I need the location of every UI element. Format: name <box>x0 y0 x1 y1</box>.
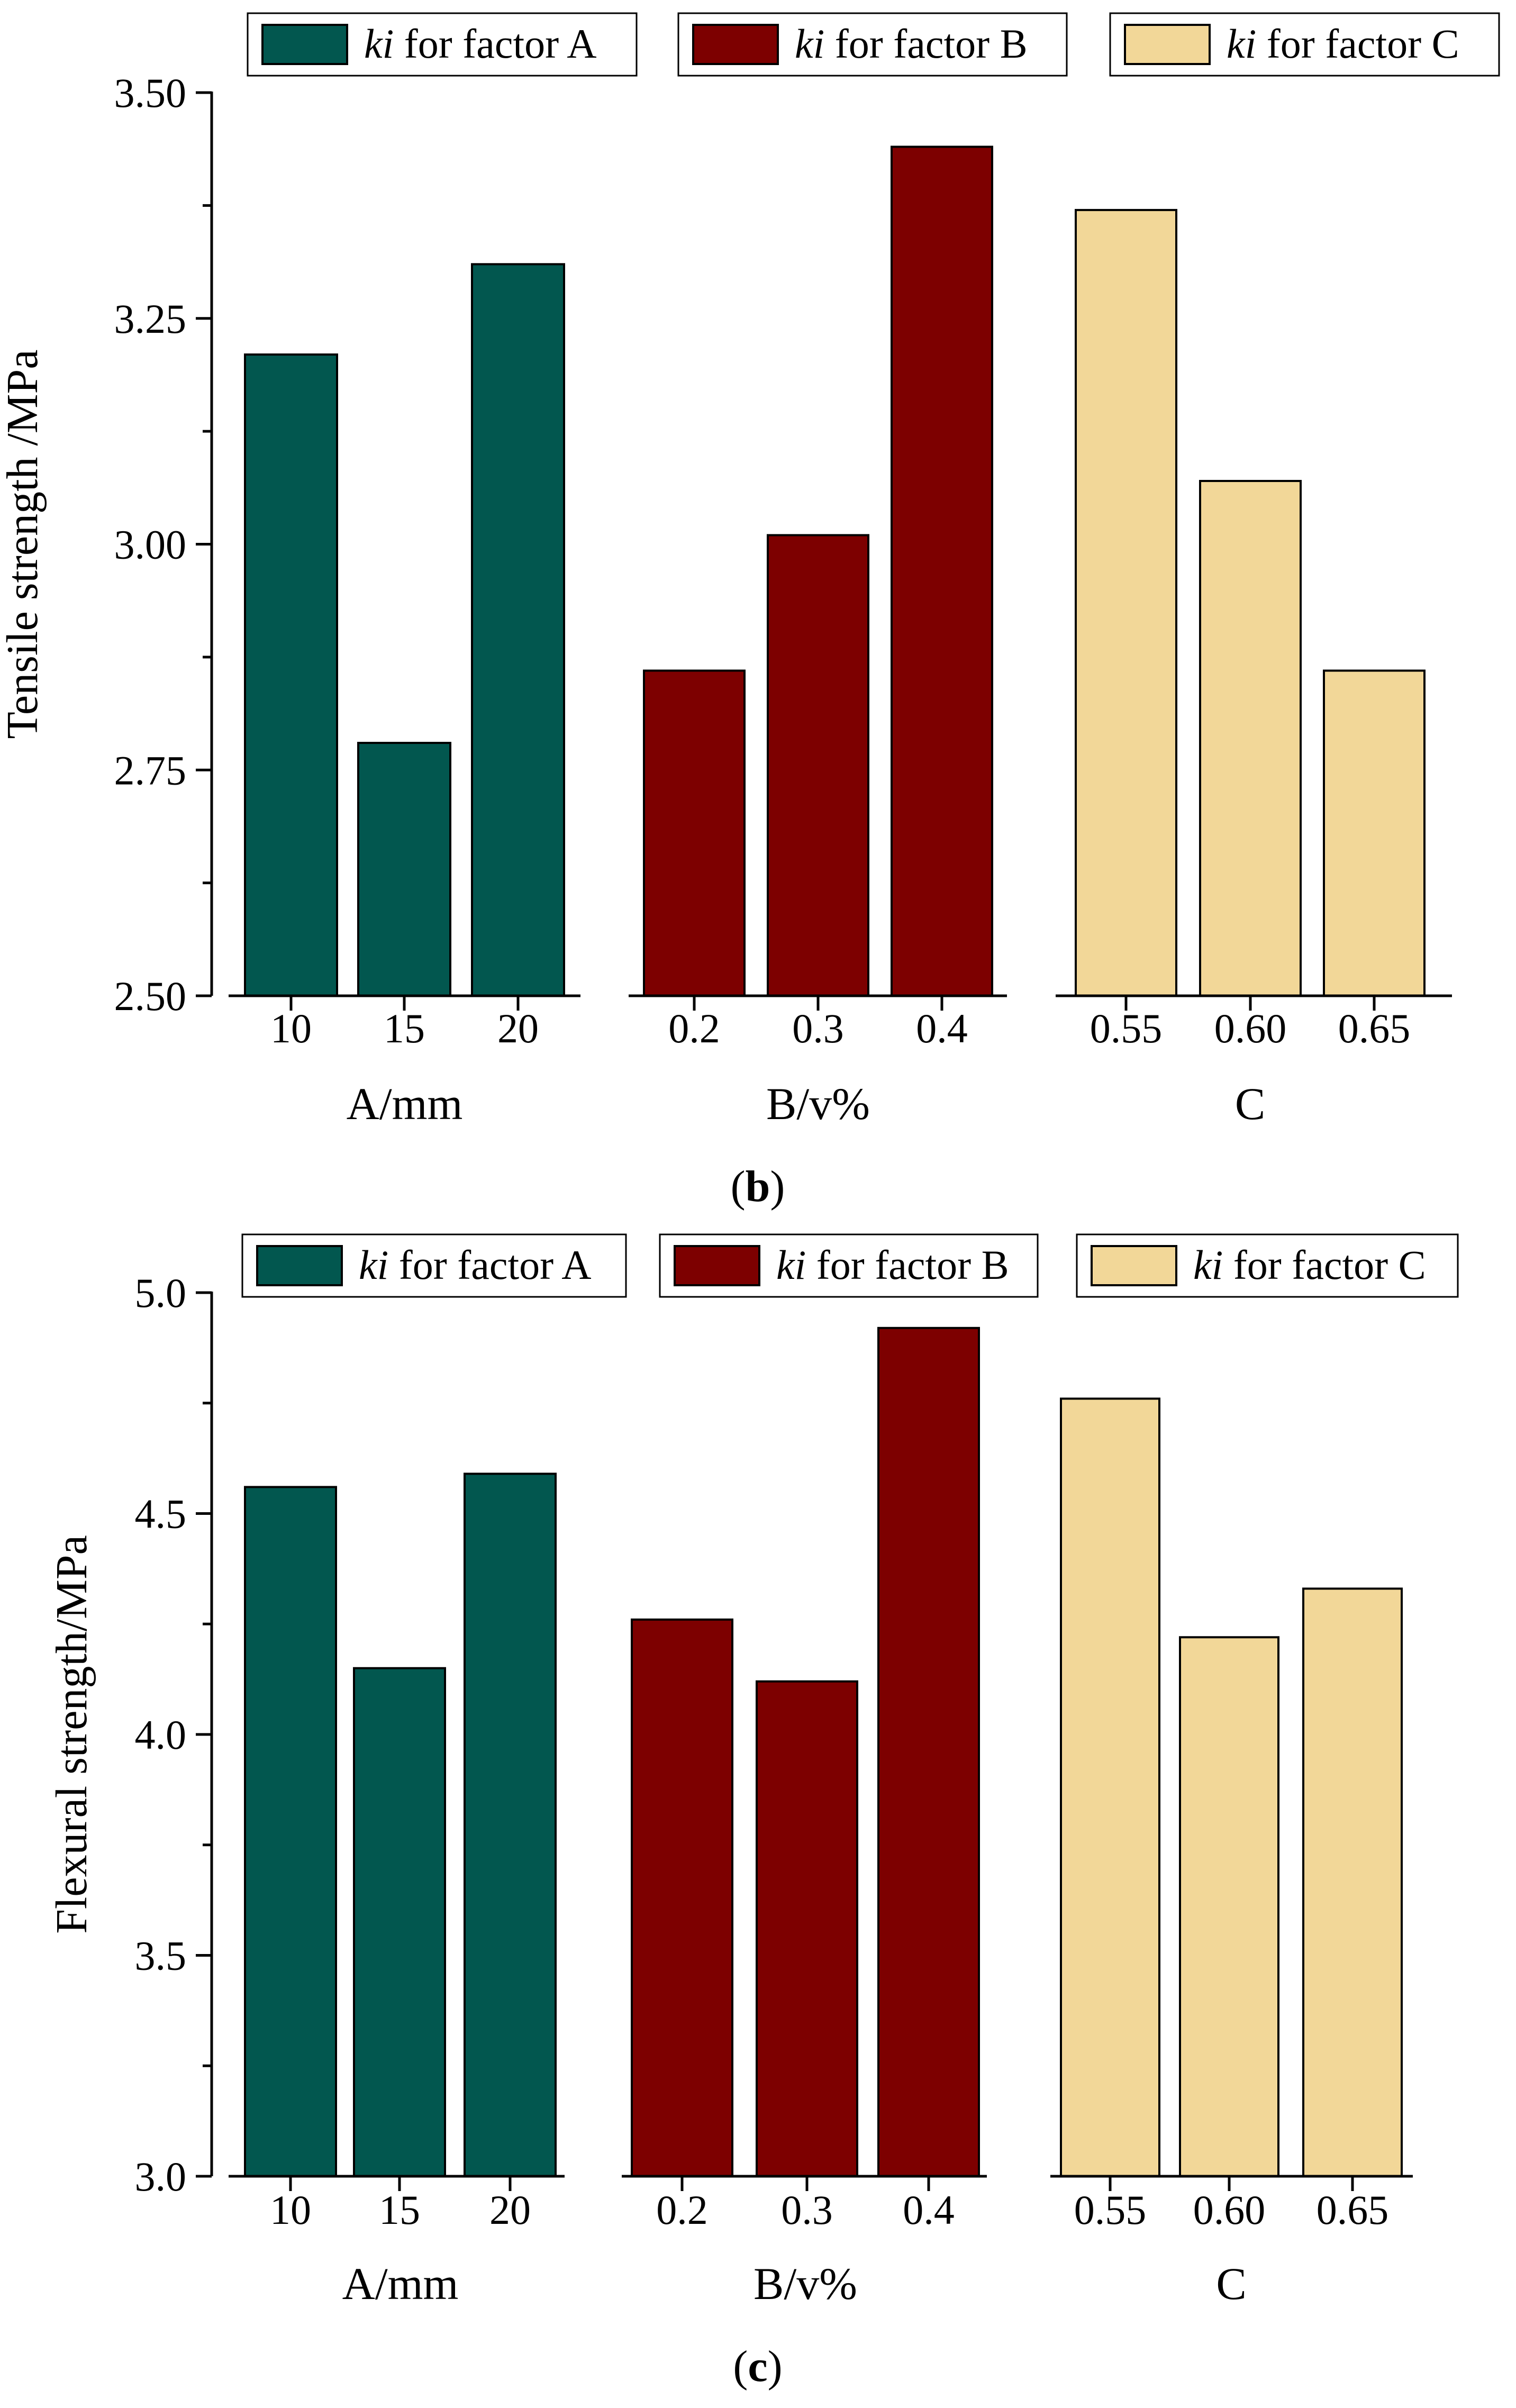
x-tick-label: 15 <box>384 1005 425 1051</box>
legend: ki for factor B <box>677 12 1068 77</box>
x-tick-label: 10 <box>270 1005 312 1051</box>
legend-label-italic: ki <box>795 21 824 67</box>
y-axis-label: Tensile strength /MPa <box>0 349 47 739</box>
bar <box>1302 1587 1403 2177</box>
x-tick-label: 0.2 <box>668 1005 720 1051</box>
panel-c: 3.0 3.5 4.0 4.5 5.0 Flexural strength/MPa 10 15… <box>47 1233 1459 2391</box>
x-tick-label: 0.3 <box>792 1005 844 1051</box>
bar <box>1199 480 1302 997</box>
legend-label: ki for factor C <box>1193 1242 1426 1288</box>
x-axis-label: B/v% <box>766 1078 870 1129</box>
legend-label: ki for factor B <box>795 21 1028 67</box>
legend-label-italic: ki <box>1227 21 1256 67</box>
panel-label: (b) <box>731 1162 785 1211</box>
bar <box>244 1486 337 2177</box>
y-tick-label: 3.25 <box>114 296 187 342</box>
bar <box>891 146 993 997</box>
y-tick-label: 3.00 <box>114 522 187 568</box>
factor-group: 10 15 20 A/mm ki for factor A <box>229 12 638 1129</box>
factor-group: 0.55 0.60 0.65 Cki for factor C <box>1056 12 1500 1129</box>
bar <box>767 534 869 997</box>
x-tick-label: 0.55 <box>1090 1005 1163 1051</box>
bar <box>1179 1636 1279 2178</box>
x-axis-label: C <box>1216 2258 1246 2309</box>
legend-label-rest: for factor B <box>806 1242 1009 1288</box>
x-axis-label: C <box>1235 1078 1265 1129</box>
y-tick-label: 5.0 <box>135 1270 187 1316</box>
bar <box>1075 208 1177 997</box>
factor-group: 0.2 0.3 0.4 B/v% ki for factor B <box>629 12 1068 1129</box>
y-tick-label: 4.0 <box>135 1712 187 1758</box>
x-axis-label: A/mm <box>347 1078 463 1129</box>
x-tick-label: 0.55 <box>1074 2187 1147 2233</box>
x-tick-label: 0.4 <box>916 1005 968 1051</box>
y-tick-label: 2.50 <box>114 973 187 1019</box>
legend: ki for factor A <box>241 1233 627 1298</box>
legend-label: ki for factor B <box>776 1242 1009 1288</box>
bar <box>631 1618 733 2177</box>
x-axis-label: B/v% <box>754 2258 857 2309</box>
legend: ki for factor A <box>247 12 638 77</box>
legend-label: ki for factor A <box>364 21 597 67</box>
bar <box>1060 1397 1160 2177</box>
x-tick-label: 0.3 <box>781 2187 833 2233</box>
y-axis-label: Flexural strength/MPa <box>47 1535 96 1934</box>
legend-swatch <box>1091 1245 1177 1286</box>
bar <box>643 669 746 997</box>
y-tick-label: 3.0 <box>135 2153 187 2200</box>
panel-label: (c) <box>733 2342 782 2391</box>
bar <box>471 263 565 997</box>
bar <box>357 742 451 997</box>
x-tick-label: 0.65 <box>1317 2187 1389 2233</box>
legend-label-rest: for factor B <box>824 21 1027 67</box>
legend-label-italic: ki <box>776 1242 806 1288</box>
legend: ki for factor C <box>1076 1233 1459 1298</box>
bar <box>756 1680 858 2178</box>
bar <box>464 1473 557 2178</box>
legend: ki for factor C <box>1109 12 1500 77</box>
legend-label: ki for factor C <box>1227 21 1459 67</box>
x-axis-label: A/mm <box>342 2258 459 2309</box>
x-tick-label: 15 <box>379 2187 420 2233</box>
legend-label-rest: for factor C <box>1223 1242 1426 1288</box>
legend-label-italic: ki <box>359 1242 388 1288</box>
legend-swatch <box>261 24 348 65</box>
x-tick-label: 0.60 <box>1193 2187 1266 2233</box>
y-tick-label: 4.5 <box>135 1491 187 1537</box>
legend-swatch <box>256 1245 343 1286</box>
panel-b: 2.50 2.75 3.00 3.25 3.50 Tensile strength /MP… <box>0 12 1500 1211</box>
x-tick-label: 0.65 <box>1338 1005 1411 1051</box>
x-tick-label: 0.2 <box>656 2187 708 2233</box>
y-tick-label: 3.50 <box>114 70 187 116</box>
legend-label-rest: for factor C <box>1256 21 1459 67</box>
bar <box>353 1667 446 2177</box>
y-tick-label: 2.75 <box>114 747 187 793</box>
legend-swatch <box>674 1245 760 1286</box>
factor-group: 10 15 20 A/mm ki for factor A <box>229 1233 627 2309</box>
bar <box>1323 669 1426 997</box>
factor-group: 0.55 0.60 0.65 Cki for factor C <box>1050 1233 1459 2309</box>
legend-swatch <box>692 24 779 65</box>
bar <box>877 1326 980 2177</box>
factor-group: 0.2 0.3 0.4 B/v% ki for factor B <box>622 1233 1039 2309</box>
legend-label-italic: ki <box>1193 1242 1223 1288</box>
panel-label-letter: c <box>748 2342 767 2391</box>
legend-label: ki for factor A <box>359 1242 592 1288</box>
y-tick-label: 3.5 <box>135 1933 187 1979</box>
x-tick-label: 10 <box>270 2187 311 2233</box>
legend-label-rest: for factor A <box>394 21 596 67</box>
panel-label-letter: b <box>746 1162 770 1211</box>
legend-label-italic: ki <box>364 21 394 67</box>
x-tick-label: 20 <box>497 1005 539 1051</box>
x-tick-label: 0.60 <box>1214 1005 1287 1051</box>
legend-label-rest: for factor A <box>388 1242 591 1288</box>
x-tick-label: 20 <box>489 2187 531 2233</box>
legend: ki for factor B <box>659 1233 1039 1298</box>
legend-swatch <box>1124 24 1211 65</box>
bar <box>244 353 338 997</box>
x-tick-label: 0.4 <box>903 2187 955 2233</box>
